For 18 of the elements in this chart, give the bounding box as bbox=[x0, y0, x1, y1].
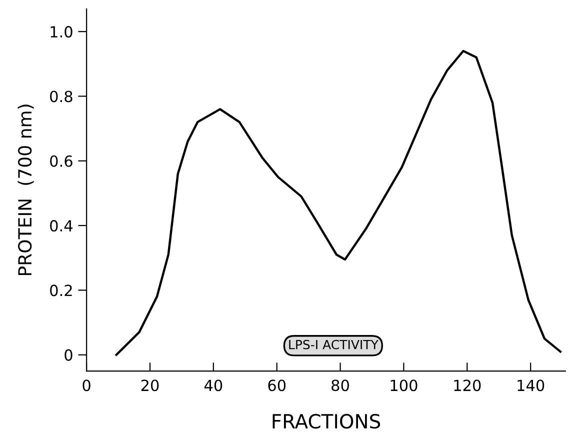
x-tick-label: 140 bbox=[518, 380, 544, 392]
x-tick-label: 40 bbox=[204, 380, 222, 392]
x-tick-label: 60 bbox=[268, 380, 286, 392]
x-tick-label: 80 bbox=[332, 380, 349, 392]
y-tick-label: 1.0 bbox=[50, 26, 72, 38]
y-tick-label: 0.8 bbox=[50, 90, 72, 102]
y-tick-label: 0 bbox=[64, 349, 72, 361]
x-tick-label: 120 bbox=[454, 380, 481, 392]
y-tick-label: 0.2 bbox=[50, 284, 72, 296]
annotation: LPS-I ACTIVITY bbox=[289, 340, 378, 350]
x-tick-label: 0 bbox=[82, 380, 90, 392]
y-axis-title: PROTEIN (700 nm) bbox=[18, 104, 34, 276]
y-tick-label: 0.6 bbox=[50, 155, 72, 167]
x-axis-title: FRACTIONS bbox=[272, 414, 380, 429]
y-tick-label: 0.4 bbox=[50, 220, 72, 232]
x-tick-label: 20 bbox=[141, 380, 159, 392]
x-tick-label: 100 bbox=[390, 380, 418, 392]
line-series bbox=[115, 50, 562, 356]
